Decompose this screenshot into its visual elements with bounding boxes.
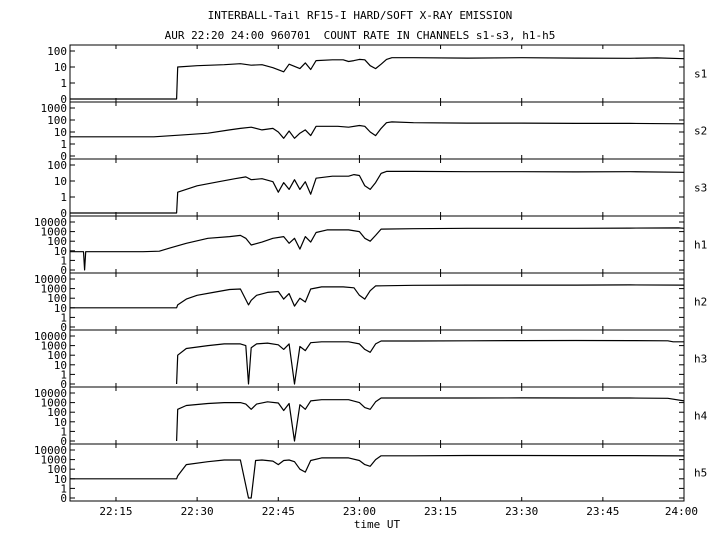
y-tick-label-h2: 1 (60, 311, 67, 324)
y-tick-label-h4: 10000 (34, 387, 67, 400)
y-tick-label-h1: 0 (60, 264, 67, 277)
x-axis-label: time UT (354, 518, 401, 531)
x-tick-label: 23:15 (424, 505, 457, 518)
y-tick-label-h3: 1000 (41, 340, 68, 353)
panel-label-h2: h2 (694, 296, 707, 309)
y-tick-label-h3: 100 (47, 349, 67, 362)
panel-label-s3: s3 (694, 182, 707, 195)
panel-frame-h5 (69, 443, 685, 502)
series-line-h5 (70, 454, 685, 499)
y-tick-label-s2: 1000 (41, 102, 68, 115)
y-tick-label-h3: 1 (60, 368, 67, 381)
y-tick-label-h1: 10000 (34, 216, 67, 229)
panel-frame-s1 (69, 44, 685, 103)
panel-label-s2: s2 (694, 125, 707, 138)
y-tick-label-h2: 10000 (34, 273, 67, 286)
y-tick-label-s2: 0 (60, 150, 67, 163)
x-tick-label: 22:45 (262, 505, 295, 518)
series-line-s2 (70, 121, 685, 139)
chart-title: INTERBALL-Tail RF15-I HARD/SOFT X-RAY EM… (207, 9, 513, 22)
y-tick-label-h2: 0 (60, 321, 67, 334)
panel-frame-h1 (69, 215, 685, 274)
y-tick-label-s1: 0 (60, 93, 67, 106)
panel-frame-h2 (69, 272, 685, 331)
y-tick-label-h1: 1 (60, 254, 67, 267)
y-tick-label-s3: 10 (54, 175, 67, 188)
panel-frame-h4 (69, 386, 685, 445)
y-tick-label-s1: 10 (54, 61, 67, 74)
chart-subtitle: AUR 22:20 24:00 960701 COUNT RATE IN CHA… (164, 29, 556, 42)
y-tick-label-h5: 0 (60, 492, 67, 505)
panel-frame-h3 (69, 329, 685, 388)
x-tick-label: 23:45 (586, 505, 619, 518)
y-tick-label-h2: 1000 (41, 283, 68, 296)
panel-frame-s2 (69, 101, 685, 160)
y-tick-label-h4: 1 (60, 425, 67, 438)
y-tick-label-s2: 1 (60, 138, 67, 151)
y-tick-label-h5: 100 (47, 463, 67, 476)
y-tick-label-s2: 100 (47, 114, 67, 127)
y-tick-label-h4: 10 (54, 416, 67, 429)
y-tick-label-h1: 100 (47, 235, 67, 248)
y-tick-label-s2: 10 (54, 126, 67, 139)
y-tick-label-h2: 100 (47, 292, 67, 305)
panel-label-s1: s1 (694, 68, 707, 81)
y-tick-label-h3: 10000 (34, 330, 67, 343)
panel-label-h4: h4 (694, 410, 708, 423)
y-tick-label-h2: 10 (54, 302, 67, 315)
y-tick-label-h1: 10 (54, 245, 67, 258)
panel-frame-s3 (69, 158, 685, 217)
y-tick-label-h4: 100 (47, 406, 67, 419)
y-tick-label-s3: 0 (60, 207, 67, 220)
x-tick-label: 23:00 (343, 505, 376, 518)
y-tick-label-h4: 1000 (41, 397, 68, 410)
y-tick-label-s1: 100 (47, 45, 67, 58)
series-line-h1 (70, 227, 685, 271)
y-tick-label-h5: 1000 (41, 454, 68, 467)
y-tick-label-s3: 100 (47, 159, 67, 172)
panel-label-h3: h3 (694, 353, 707, 366)
y-tick-label-h1: 1000 (41, 226, 68, 239)
y-tick-label-h3: 10 (54, 359, 67, 372)
y-tick-label-h5: 1 (60, 482, 67, 495)
series-line-h4 (176, 397, 685, 442)
y-tick-label-h3: 0 (60, 378, 67, 391)
x-tick-label: 22:30 (181, 505, 214, 518)
series-line-s1 (70, 57, 685, 100)
x-tick-label: 24:00 (665, 505, 698, 518)
y-tick-label-s1: 1 (60, 77, 67, 90)
y-tick-label-h5: 10 (54, 473, 67, 486)
series-line-s3 (70, 170, 685, 214)
panel-label-h5: h5 (694, 467, 707, 480)
series-line-h3 (176, 339, 684, 385)
y-tick-label-h4: 0 (60, 435, 67, 448)
y-tick-label-s3: 1 (60, 191, 67, 204)
x-tick-label: 23:30 (505, 505, 538, 518)
x-tick-label: 22:15 (99, 505, 132, 518)
y-tick-label-h5: 10000 (34, 444, 67, 457)
series-line-h2 (70, 284, 685, 309)
panel-label-h1: h1 (694, 239, 707, 252)
